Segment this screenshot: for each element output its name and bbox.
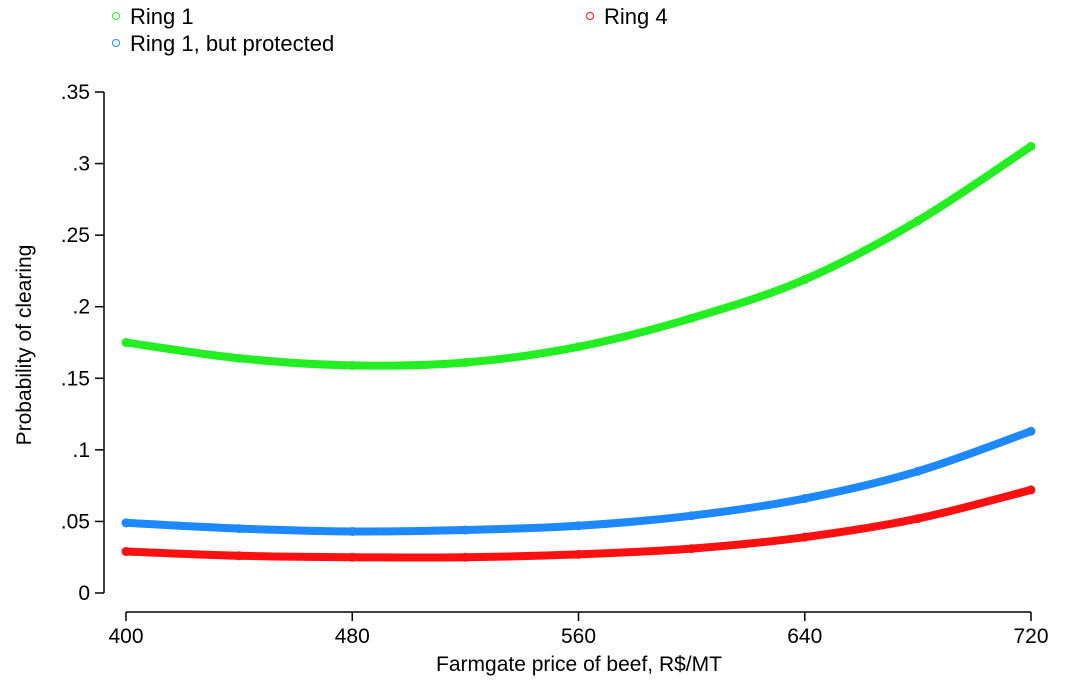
y-tick-label: .35 (61, 81, 90, 104)
legend-label-ring-1-protected: Ring 1, but protected (130, 31, 335, 56)
data-point (687, 544, 697, 554)
data-point (913, 514, 923, 524)
legend-item-ring-1: Ring 1 (112, 4, 194, 30)
x-tick-label: 400 (108, 625, 143, 648)
data-point (234, 524, 244, 534)
data-point (1026, 485, 1036, 495)
data-point (574, 521, 583, 531)
data-point (460, 358, 470, 368)
y-tick-label: .3 (72, 153, 90, 176)
data-point (687, 511, 697, 521)
x-tick-label: 480 (335, 625, 370, 648)
data-point (121, 546, 131, 556)
legend-item-ring-4: Ring 4 (586, 4, 668, 30)
data-point (347, 552, 357, 562)
y-tick-label: .05 (61, 510, 90, 533)
data-point (347, 526, 357, 536)
legend-item-ring-1-protected: Ring 1, but protected (112, 31, 334, 57)
data-point (234, 551, 244, 561)
y-tick-label: .1 (72, 439, 90, 462)
data-point (1026, 141, 1036, 151)
y-tick-label: 0 (78, 582, 90, 605)
x-tick-label: 560 (561, 625, 596, 648)
legend-marker-ring-1 (112, 12, 120, 21)
data-point (460, 525, 470, 535)
y-tick-label: .25 (61, 224, 90, 247)
data-point (800, 494, 810, 504)
data-point (234, 353, 244, 363)
data-point (687, 313, 697, 323)
legend-marker-ring-4 (586, 12, 594, 21)
series-line-ring-1 (122, 142, 1035, 370)
data-point (574, 342, 583, 352)
y-tick-label: .15 (61, 367, 90, 390)
x-tick-label: 640 (787, 625, 822, 648)
data-point (121, 518, 131, 528)
legend-label-ring-1: Ring 1 (130, 4, 194, 29)
data-point (1026, 426, 1036, 436)
data-point (121, 338, 131, 347)
y-tick-label: .2 (72, 296, 90, 319)
data-point (460, 552, 470, 562)
x-tick-label: 720 (1013, 625, 1048, 648)
data-point (913, 466, 923, 476)
data-point (347, 360, 357, 370)
data-point (574, 549, 583, 559)
x-axis-label: Farmgate price of beef, R$/MT (436, 653, 722, 676)
series-line-ring-1-protected (122, 427, 1035, 536)
data-point (800, 532, 810, 542)
data-point (913, 216, 923, 226)
legend-label-ring-4: Ring 4 (604, 4, 668, 29)
data-point (800, 275, 810, 285)
legend-marker-ring-1-protected (112, 39, 120, 48)
y-axis-label: Probability of clearing (13, 245, 36, 446)
